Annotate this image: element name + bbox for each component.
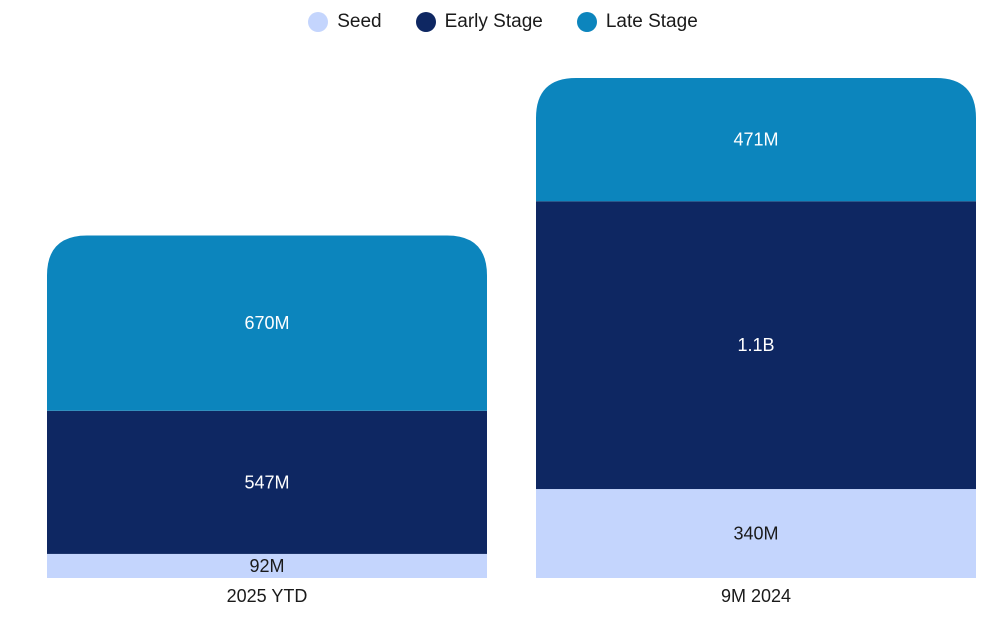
legend-item-late-stage[interactable]: Late Stage xyxy=(576,11,698,33)
legend-label-early-stage: Early Stage xyxy=(444,11,543,32)
bar-late-9m-2024[interactable] xyxy=(536,78,976,202)
legend-label-late-stage: Late Stage xyxy=(605,11,698,32)
x-tick-label-9m-2024: 9M 2024 xyxy=(721,586,791,606)
bar-seed-2025-ytd[interactable] xyxy=(47,553,487,578)
legend-item-seed[interactable]: Seed xyxy=(308,11,382,33)
data-label-seed-9m-2024: 340M xyxy=(733,524,778,544)
bar-early-9m-2024[interactable] xyxy=(536,201,976,490)
bar-late-2025-ytd[interactable] xyxy=(47,235,487,411)
legend-label-seed: Seed xyxy=(337,11,382,32)
legend-swatch-seed xyxy=(308,12,329,32)
x-tick-label-2025-ytd: 2025 YTD xyxy=(227,586,308,606)
data-label-early-2025-ytd: 547M xyxy=(244,472,289,492)
legend-swatch-late-stage xyxy=(576,12,597,32)
legend-swatch-early-stage xyxy=(415,12,436,32)
data-label-late-9m-2024: 471M xyxy=(733,130,778,150)
legend-item-early-stage[interactable]: Early Stage xyxy=(415,11,543,33)
data-label-seed-2025-ytd: 92M xyxy=(249,556,284,576)
data-label-early-9m-2024: 1.1B xyxy=(737,335,774,355)
data-label-late-2025-ytd: 670M xyxy=(244,313,289,333)
bar-early-2025-ytd[interactable] xyxy=(47,410,487,554)
bar-seed-9m-2024[interactable] xyxy=(536,489,976,578)
chart-legend: Seed Early Stage Late Stage xyxy=(0,8,1006,36)
